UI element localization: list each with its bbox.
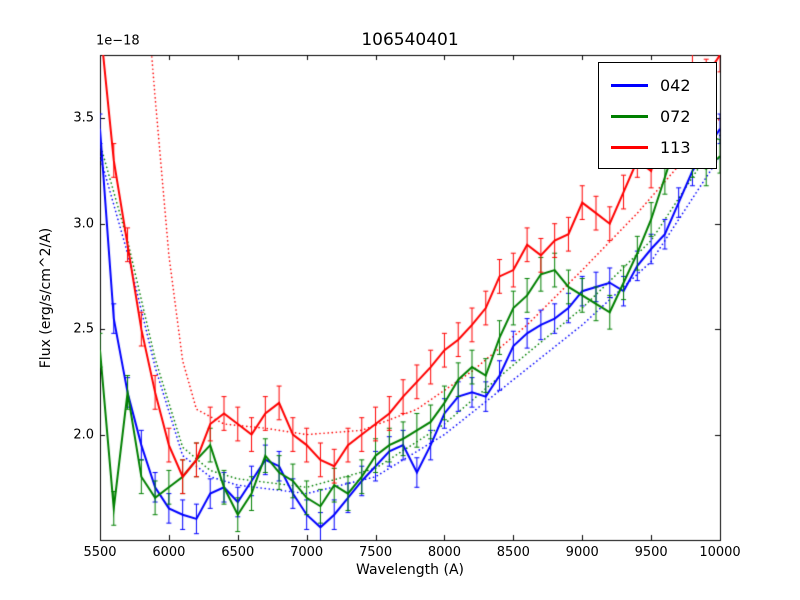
legend-line-swatch <box>611 146 648 149</box>
legend-line-swatch <box>611 115 648 118</box>
y-tick-label: 2.0 <box>73 427 94 443</box>
legend-label: 072 <box>660 107 691 126</box>
y-axis-label: Flux (erg/s/cm^2/A) <box>38 227 54 369</box>
legend-label: 113 <box>660 138 691 157</box>
legend-item-042: 042 <box>611 70 706 101</box>
x-tick-label: 6500 <box>221 545 255 560</box>
y-offset-label: 1e−18 <box>96 33 140 49</box>
chart-title: 106540401 <box>361 30 459 50</box>
legend-item-072: 072 <box>611 101 706 132</box>
x-tick-label: 8500 <box>496 545 530 560</box>
legend-label: 042 <box>660 76 691 95</box>
legend: 042 072 113 <box>598 62 717 169</box>
x-axis-label: Wavelength (A) <box>355 562 465 578</box>
x-tick-label: 10000 <box>699 545 741 560</box>
y-tick-label: 3.5 <box>73 110 94 126</box>
x-tick-label: 9500 <box>634 545 668 560</box>
y-tick-label: 3.0 <box>73 216 94 232</box>
legend-line-swatch <box>611 84 648 87</box>
y-tick-label: 2.5 <box>73 321 94 337</box>
x-tick-label: 7500 <box>359 545 393 560</box>
legend-item-113: 113 <box>611 132 706 163</box>
x-tick-label: 7000 <box>290 545 324 560</box>
x-tick-label: 5500 <box>83 545 117 560</box>
x-tick-label: 9000 <box>565 545 599 560</box>
x-tick-label: 6000 <box>152 545 186 560</box>
x-tick-label: 8000 <box>427 545 461 560</box>
